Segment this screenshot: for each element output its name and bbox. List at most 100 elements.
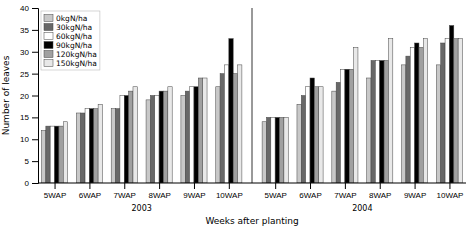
bar (89, 109, 93, 183)
tick: 9WAP (183, 183, 205, 200)
y-axis-title: Number of leaves (1, 55, 11, 135)
bar (124, 96, 128, 184)
tick-label: 7WAP (334, 191, 356, 200)
bar (185, 91, 189, 183)
legend-swatch (44, 51, 53, 58)
tick-mark (449, 183, 450, 189)
bar (367, 78, 371, 183)
tick: 6WAP (79, 183, 101, 200)
bar (76, 113, 80, 183)
bar (441, 43, 445, 183)
tick-mark (32, 117, 38, 118)
bar-series (63, 39, 462, 183)
bar (168, 87, 172, 183)
bar (150, 96, 154, 184)
bar (284, 117, 288, 183)
tick: 10 (20, 135, 38, 144)
tick-label: 10WAP (437, 191, 464, 200)
bar (224, 65, 228, 183)
bar (159, 91, 163, 183)
tick: 10WAP (216, 183, 243, 200)
legend-label: 150kgN/ha (56, 59, 97, 68)
legend-entry: 30kgN/ha (44, 23, 92, 32)
tick-label: 40 (20, 4, 29, 13)
legend-label: 120kgN/ha (56, 50, 97, 59)
bar (98, 104, 102, 183)
group-label: 2004 (352, 204, 372, 213)
bar-series (50, 39, 449, 183)
bar (280, 117, 284, 183)
tick: 0 (25, 179, 38, 188)
x-axis: 5WAP6WAP7WAP8WAP9WAP10WAP5WAP6WAP7WAP8WA… (38, 183, 466, 200)
bar (310, 78, 314, 183)
tick-label: 5WAP (44, 191, 66, 200)
tick-mark (55, 183, 56, 189)
bar (410, 47, 414, 183)
bar (449, 26, 453, 184)
bar (419, 47, 423, 183)
tick-mark (32, 52, 38, 53)
bar (85, 109, 89, 183)
legend-swatch (44, 15, 53, 22)
axis-line (32, 9, 39, 184)
bar (436, 65, 440, 183)
bar (345, 69, 349, 183)
bar-series (46, 43, 445, 183)
legend-swatch (44, 33, 53, 40)
bar (375, 61, 379, 184)
legend-entry: 150kgN/ha (44, 59, 97, 68)
tick-mark (32, 74, 38, 75)
tick-mark (310, 183, 311, 189)
bar (81, 113, 85, 183)
tick-label: 8WAP (369, 191, 391, 200)
legend-swatch (44, 42, 53, 49)
group-label: 2003 (132, 204, 152, 213)
bar (41, 131, 45, 184)
tick-label: 5 (25, 157, 30, 166)
bar (266, 117, 270, 183)
tick: 7WAP (334, 183, 356, 200)
tick-mark (32, 30, 38, 31)
bar (301, 96, 305, 184)
bar (354, 47, 358, 183)
bar (163, 91, 167, 183)
tick-mark (32, 96, 38, 97)
bar (194, 87, 198, 183)
bar (275, 117, 279, 183)
tick-label: 10 (20, 135, 29, 144)
tick-mark (380, 183, 381, 189)
legend-swatch (44, 60, 53, 67)
bar-series (59, 39, 458, 183)
tick-label: 9WAP (183, 191, 205, 200)
tick-mark (194, 183, 195, 189)
bar (271, 117, 275, 183)
bar (238, 65, 242, 183)
bar (155, 96, 159, 184)
bar (146, 100, 150, 183)
bar (314, 87, 318, 183)
bar (116, 109, 120, 183)
plot: 5WAP6WAP7WAP8WAP9WAP10WAP5WAP6WAP7WAP8WA… (1, 4, 466, 226)
bar (216, 87, 220, 183)
legend-label: 60kgN/ha (56, 32, 92, 41)
tick: 5WAP (44, 183, 66, 200)
bar (297, 104, 301, 183)
bar (406, 56, 410, 183)
bar (59, 126, 63, 183)
bar (181, 96, 185, 184)
tick-label: 25 (20, 70, 29, 79)
tick-mark (124, 183, 125, 189)
group-separator (252, 8, 253, 183)
y-axis: 0510152025303540 (20, 4, 38, 188)
legend-box (41, 11, 100, 70)
tick: 15 (20, 113, 38, 122)
bar (120, 96, 124, 184)
tick-mark (32, 8, 38, 9)
bar (402, 65, 406, 183)
tick: 40 (20, 4, 38, 13)
tick-label: 6WAP (299, 191, 321, 200)
tick-label: 35 (20, 26, 29, 35)
bar (371, 61, 375, 184)
tick-label: 6WAP (79, 191, 101, 200)
tick-label: 20 (20, 92, 29, 101)
